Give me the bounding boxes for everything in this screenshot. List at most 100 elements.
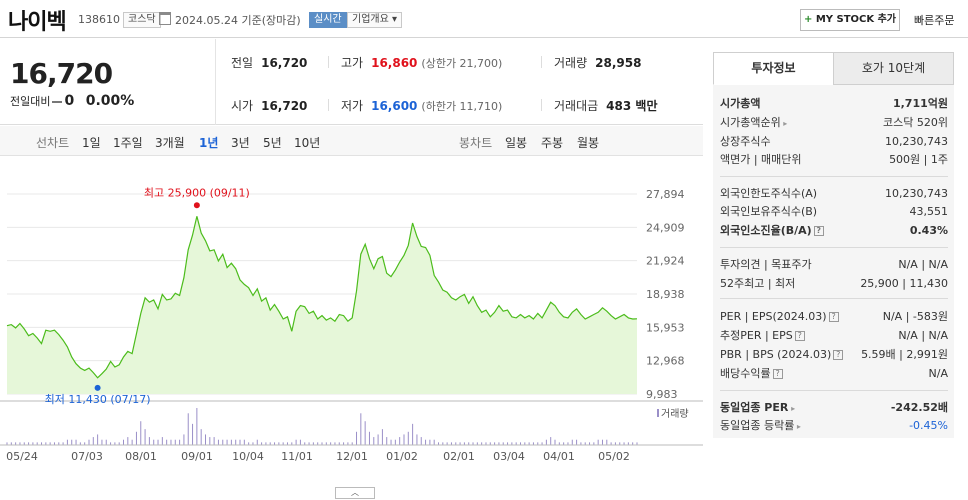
add-mystock-button[interactable]: + MY STOCK 추가 bbox=[800, 9, 900, 31]
open-value: 16,720 bbox=[261, 99, 308, 113]
info-label: 동일업종 등락률 ▸ bbox=[720, 419, 801, 432]
company-info-dropdown[interactable]: 기업개요 ▾ bbox=[347, 12, 402, 28]
tab-1d[interactable]: 1일 bbox=[82, 136, 101, 150]
volume-legend-swatch bbox=[657, 409, 659, 417]
prev-close-cell: 전일 16,720 bbox=[231, 54, 307, 71]
info-value: 25,900 | 11,430 bbox=[860, 277, 948, 290]
tab-1w[interactable]: 1주일 bbox=[113, 136, 143, 150]
tab-weekly[interactable]: 주봉 bbox=[541, 136, 564, 150]
min-marker bbox=[94, 384, 101, 391]
max-annotation: 최고 25,900 (09/11) bbox=[144, 186, 250, 199]
chevron-right-icon[interactable]: ▸ bbox=[794, 422, 801, 431]
info-label: 동일업종 PER ▸ bbox=[720, 401, 796, 414]
plus-icon: + bbox=[803, 14, 816, 25]
info-value: N/A | N/A bbox=[898, 258, 948, 271]
info-label: 외국인보유주식수(B) bbox=[720, 205, 818, 218]
info-value: N/A bbox=[928, 367, 948, 380]
change-label: 전일대비 bbox=[10, 95, 51, 108]
low-cell: 저가 16,600 (하한가 11,710) bbox=[341, 97, 502, 114]
realtime-button[interactable]: 실시간 bbox=[309, 12, 347, 28]
info-label: 외국인소진율(B/A)? bbox=[720, 222, 824, 240]
info-row: 상장주식수 10,230,743 bbox=[720, 133, 948, 151]
chevron-right-icon[interactable]: ▸ bbox=[788, 404, 796, 413]
price-change: 전일대비 0 0.00% bbox=[10, 93, 134, 109]
panel-tabs: 투자정보 호가 10단계 bbox=[713, 52, 954, 85]
info-row: 외국인보유주식수(B) 43,551 bbox=[720, 203, 948, 221]
low-label: 저가 bbox=[341, 99, 364, 113]
line-chart-label: 선차트 bbox=[36, 136, 70, 150]
panel-divider bbox=[720, 298, 948, 299]
high-label: 고가 bbox=[341, 56, 364, 70]
lower-limit: (하한가 11,710) bbox=[421, 100, 503, 113]
price-summary: 16,720 전일대비 0 0.00% 전일 16,720 고가 16,860 (상한가… bbox=[0, 39, 703, 125]
volume-value: 28,958 bbox=[595, 56, 642, 70]
info-row: 시가총액 1,711억원 bbox=[720, 95, 948, 113]
divider bbox=[328, 99, 329, 111]
info-row: 시가총액순위 ▸ 코스닥 520위 bbox=[720, 114, 948, 132]
info-label: 배당수익률? bbox=[720, 365, 783, 383]
y-tick-label: 12,968 bbox=[646, 355, 685, 368]
quick-order-link[interactable]: 빠른주문 bbox=[914, 14, 955, 27]
price-grid: 전일 16,720 고가 16,860 (상한가 21,700) 거래량 28,958 … bbox=[215, 39, 703, 125]
no-change-icon bbox=[52, 101, 63, 103]
amount-cell: 거래대금 483 백만 bbox=[554, 97, 657, 114]
tab-10y[interactable]: 10년 bbox=[294, 136, 321, 150]
tab-order-book[interactable]: 호가 10단계 bbox=[833, 52, 954, 85]
tab-1y[interactable]: 1년 bbox=[199, 136, 219, 150]
x-tick-label: 12/01 bbox=[336, 450, 368, 463]
tab-daily[interactable]: 일봉 bbox=[505, 136, 528, 150]
info-row: 동일업종 등락률 ▸ -0.45% bbox=[720, 417, 948, 435]
info-label: 52주최고 | 최저 bbox=[720, 277, 796, 290]
investment-info-panel bbox=[713, 54, 954, 438]
tab-monthly[interactable]: 월봉 bbox=[577, 136, 600, 150]
tab-5y[interactable]: 5년 bbox=[263, 136, 282, 150]
info-label: 액면가 | 매매단위 bbox=[720, 153, 802, 166]
help-icon[interactable]: ? bbox=[828, 312, 839, 322]
tab-3m[interactable]: 3개월 bbox=[155, 136, 185, 150]
info-value: 500원 | 1주 bbox=[889, 153, 948, 166]
prev-close-value: 16,720 bbox=[261, 56, 308, 70]
y-tick-label: 21,924 bbox=[646, 255, 685, 268]
help-icon[interactable]: ? bbox=[833, 350, 844, 360]
help-icon[interactable]: ? bbox=[813, 226, 824, 236]
stock-header: 나이벡 138610 코스닥 2024.05.24 기준(장마감) 실시간 기업… bbox=[0, 0, 968, 38]
info-label: PBR | BPS (2024.03)? bbox=[720, 346, 844, 364]
volume-legend-label: 거래량 bbox=[661, 408, 689, 420]
change-value: 0 bbox=[64, 93, 75, 109]
help-icon[interactable]: ? bbox=[772, 369, 783, 379]
open-cell: 시가 16,720 bbox=[231, 97, 307, 114]
info-row: 투자의견 | 목표주가 N/A | N/A bbox=[720, 256, 948, 274]
info-label: 외국인한도주식수(A) bbox=[720, 187, 818, 200]
info-value: 5.59배 | 2,991원 bbox=[861, 348, 948, 361]
change-percent: 0.00% bbox=[85, 93, 135, 109]
info-value: 0.43% bbox=[909, 224, 948, 237]
info-label: 시가총액순위 ▸ bbox=[720, 116, 788, 129]
upper-limit: (상한가 21,700) bbox=[421, 57, 503, 70]
info-value: 코스닥 520위 bbox=[883, 116, 948, 129]
calendar-icon bbox=[159, 12, 171, 25]
add-mystock-label: MY STOCK 추가 bbox=[815, 14, 897, 25]
divider bbox=[541, 56, 542, 68]
y-tick-label: 18,938 bbox=[646, 288, 685, 301]
amount-label: 거래대금 bbox=[554, 99, 599, 113]
info-label: 상장주식수 bbox=[720, 135, 771, 148]
x-tick-label: 05/02 bbox=[598, 450, 630, 463]
low-value: 16,600 bbox=[371, 99, 418, 113]
x-tick-label: 04/01 bbox=[543, 450, 575, 463]
x-tick-label: 10/04 bbox=[232, 450, 264, 463]
tab-investment-info[interactable]: 투자정보 bbox=[713, 52, 834, 85]
info-row: 52주최고 | 최저 25,900 | 11,430 bbox=[720, 275, 948, 293]
collapse-button[interactable]: ︿ bbox=[335, 487, 375, 499]
info-label: 시가총액 bbox=[720, 97, 761, 110]
y-tick-label: 27,894 bbox=[646, 188, 685, 201]
tab-3y[interactable]: 3년 bbox=[231, 136, 250, 150]
x-tick-label: 02/01 bbox=[443, 450, 475, 463]
price-chart: 27,894 24,909 21,924 18,938 15,953 12,968 9,98… bbox=[0, 186, 703, 463]
help-icon[interactable]: ? bbox=[794, 331, 805, 341]
chevron-right-icon[interactable]: ▸ bbox=[780, 119, 788, 128]
x-tick-label: 01/02 bbox=[386, 450, 418, 463]
panel-divider bbox=[720, 390, 948, 391]
info-label: 투자의견 | 목표주가 bbox=[720, 258, 812, 271]
info-value: 43,551 bbox=[909, 205, 949, 218]
info-row: 외국인한도주식수(A) 10,230,743 bbox=[720, 185, 948, 203]
